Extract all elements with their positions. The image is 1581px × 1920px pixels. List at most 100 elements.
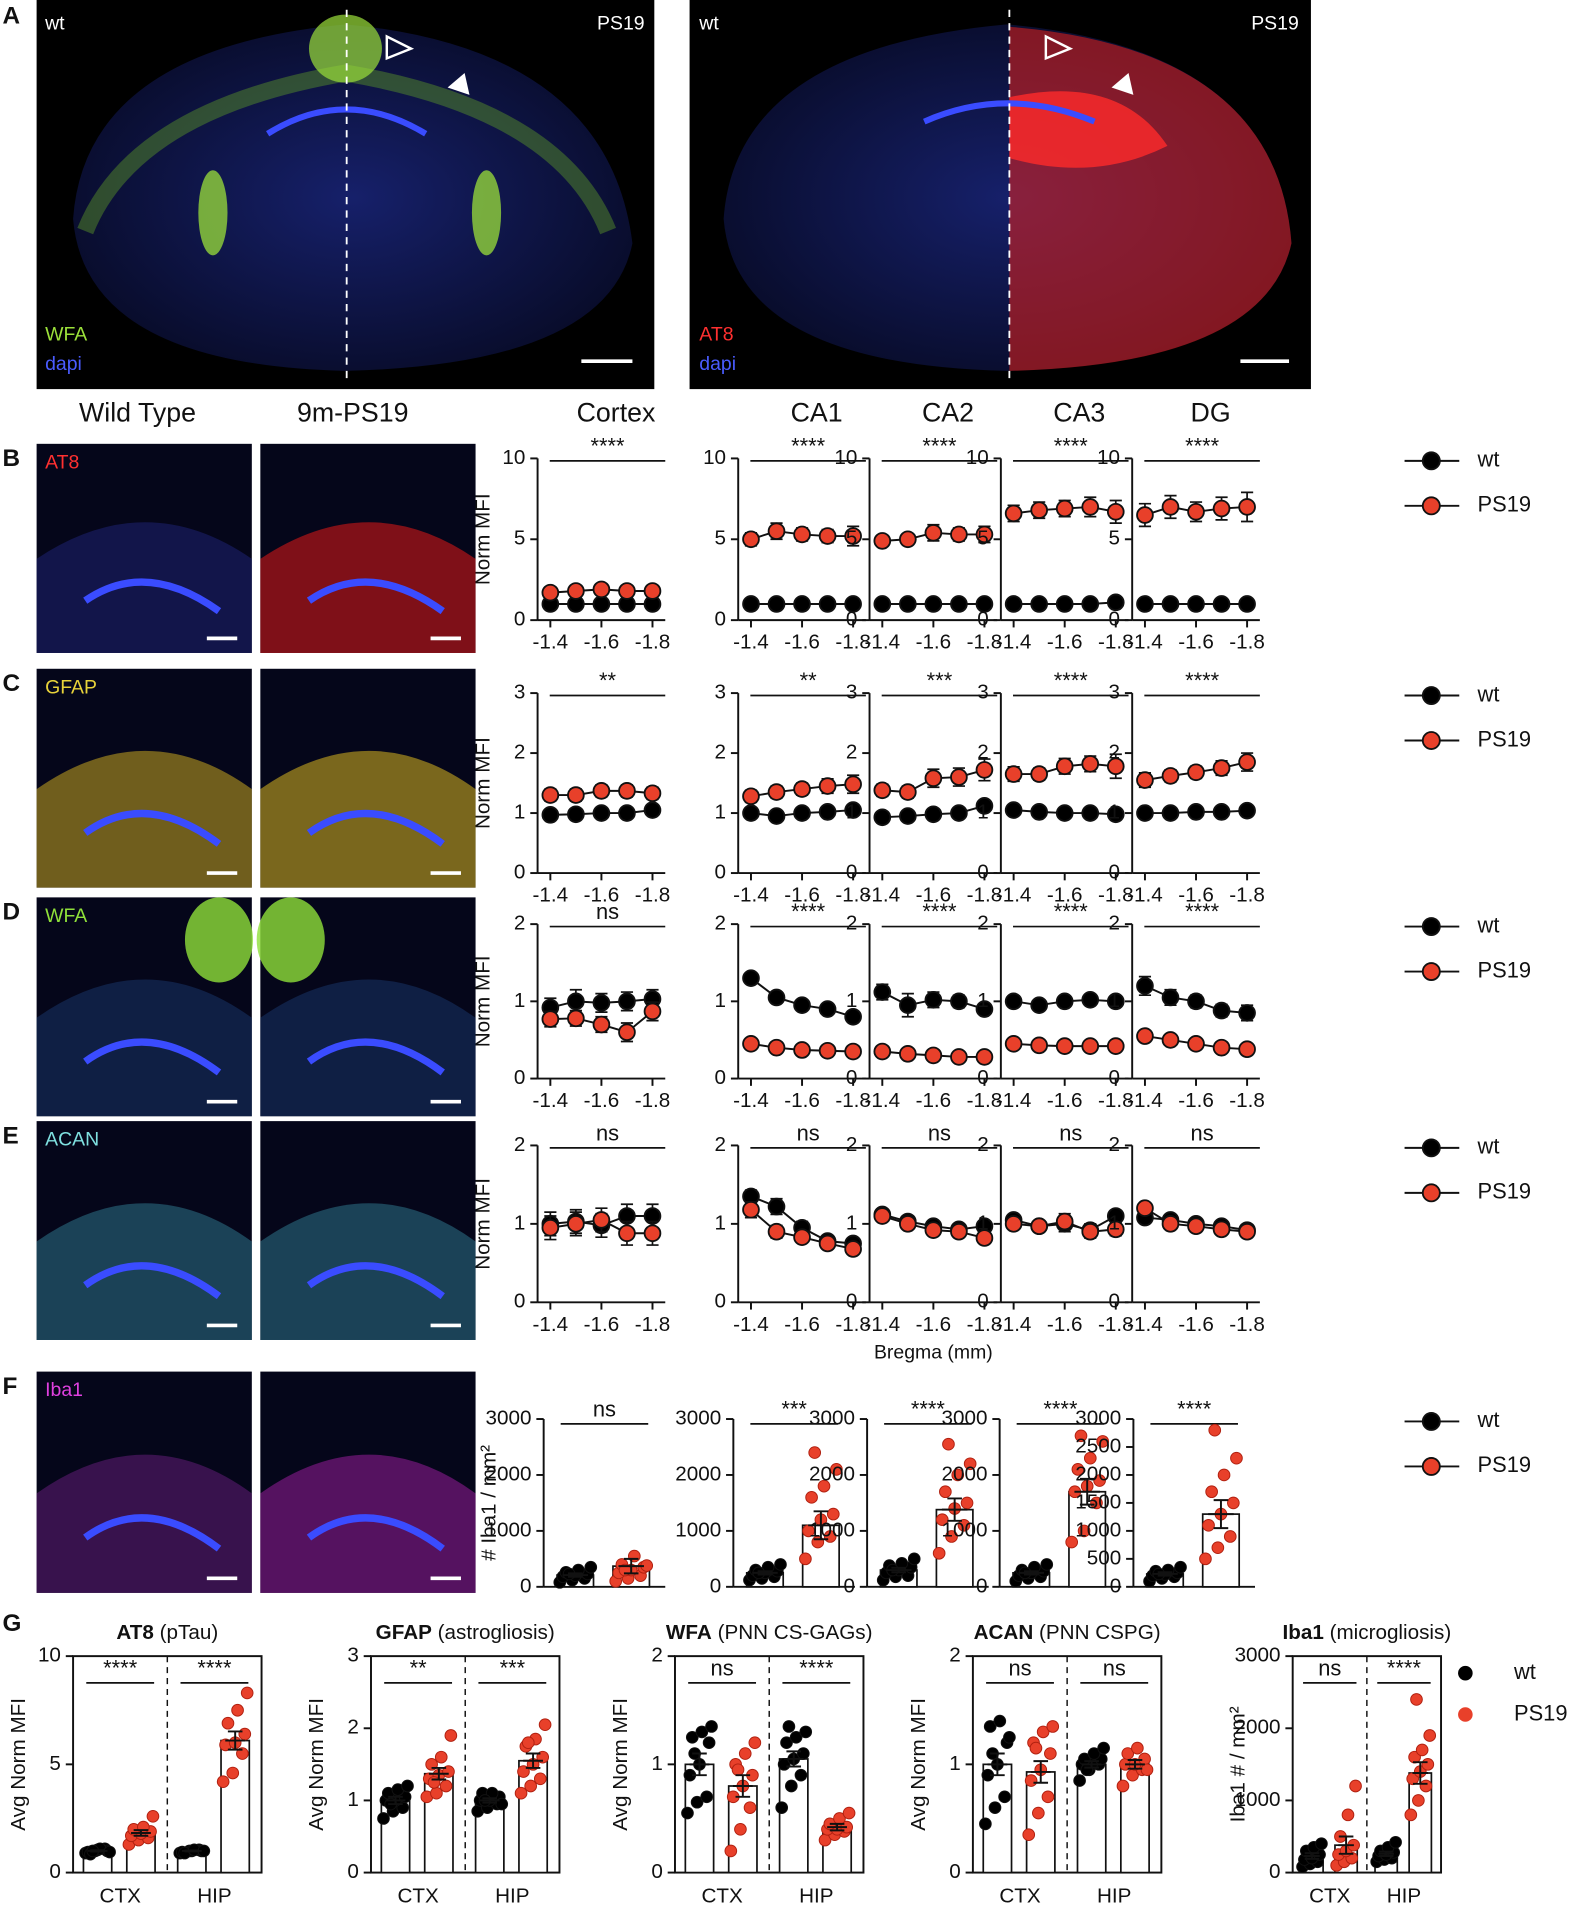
data-point <box>924 805 943 824</box>
data-point <box>1106 805 1125 824</box>
panel-label: F <box>3 1373 18 1400</box>
x-tick-label: CTX <box>1309 1884 1351 1907</box>
significance-label: **** <box>791 899 826 924</box>
stain-label: WFA <box>45 905 87 927</box>
y-tick-label: 3000 <box>675 1406 721 1429</box>
legend-label: PS19 <box>1478 1452 1532 1477</box>
data-point <box>950 992 968 1011</box>
data-point <box>1024 1774 1038 1787</box>
data-point <box>1223 1530 1237 1543</box>
y-axis-title: Avg Norm MFI <box>907 1698 930 1831</box>
error-bar <box>732 1774 753 1798</box>
x-tick-label: -1.4 <box>996 1313 1032 1336</box>
chart-title: AT8 (pTau) <box>116 1622 218 1645</box>
data-point <box>1404 1808 1418 1822</box>
x-tick-label: HIP <box>799 1884 833 1907</box>
legend-marker <box>1421 1412 1441 1431</box>
x-tick-label: CTX <box>397 1884 439 1907</box>
genotype-label: wt <box>44 12 65 34</box>
x-axis-title: Bregma (mm) <box>874 1342 993 1364</box>
significance-label: *** <box>927 668 953 693</box>
data-point <box>789 1730 803 1744</box>
y-tick-label: 0 <box>846 861 858 884</box>
data-point <box>924 1046 943 1065</box>
error-bar <box>1378 1850 1394 1857</box>
chart-title-note: (PNN CSPG) <box>1039 1622 1161 1645</box>
y-tick-label: 0 <box>1109 1290 1121 1313</box>
x-tick-label: CTX <box>701 1884 743 1907</box>
data-point <box>567 805 585 824</box>
x-tick-label: HIP <box>1387 1884 1421 1907</box>
error-bar <box>987 1752 1008 1777</box>
bar <box>220 1739 251 1874</box>
y-tick-label: 0 <box>843 1574 855 1597</box>
data-point <box>742 1034 760 1053</box>
x-tick-label: -1.4 <box>1127 884 1163 907</box>
x-tick-label: -1.6 <box>1047 1089 1083 1112</box>
data-point <box>797 1747 810 1760</box>
data-point <box>983 1720 997 1733</box>
data-point <box>742 595 760 613</box>
data-point <box>231 1703 244 1717</box>
legend-marker <box>1421 451 1441 471</box>
stain-pattern <box>83 1038 222 1076</box>
stain-pattern <box>36 1454 252 1593</box>
x-tick-label: -1.8 <box>635 1313 671 1336</box>
error-bar <box>1304 1852 1320 1860</box>
y-tick-label: 5 <box>846 527 858 550</box>
stain-pattern <box>83 1514 222 1552</box>
data-point <box>1161 804 1180 822</box>
data-point <box>1004 992 1023 1011</box>
data-point <box>950 768 968 786</box>
data-point <box>1161 767 1180 785</box>
y-tick-label: 0 <box>976 1574 988 1597</box>
data-point <box>742 969 760 987</box>
data-point <box>592 1015 611 1034</box>
data-point <box>1106 502 1125 521</box>
data-point <box>1230 1451 1243 1465</box>
data-point <box>1212 803 1231 821</box>
y-tick-label: 5 <box>49 1752 60 1775</box>
data-point <box>1044 1747 1057 1760</box>
data-point <box>818 527 837 545</box>
data-point <box>702 1736 716 1750</box>
stain-pattern <box>260 750 476 888</box>
data-point <box>618 804 636 822</box>
data-point <box>1093 1474 1106 1487</box>
significance-label: ns <box>1008 1655 1031 1680</box>
data-point <box>873 781 892 800</box>
data-point <box>1421 1758 1435 1771</box>
data-point <box>567 992 585 1011</box>
legend-label: PS19 <box>1478 492 1532 517</box>
data-point <box>1212 595 1231 613</box>
y-tick-label: 10 <box>966 446 989 469</box>
y-tick-label: 10 <box>1097 446 1120 469</box>
data-point <box>793 1041 811 1059</box>
y-tick-label: 2 <box>977 912 989 935</box>
data-point <box>748 1736 762 1750</box>
data-point <box>238 1727 252 1741</box>
y-tick-label: 0 <box>977 608 989 631</box>
y-tick-label: 1000 <box>1235 1788 1281 1811</box>
error-bar <box>618 1557 644 1575</box>
significance-label: **** <box>1043 1396 1078 1421</box>
data-point <box>873 983 892 1001</box>
data-point <box>742 804 760 822</box>
chart-title: WFA (PNN CS-GAGs) <box>666 1622 873 1645</box>
data-point <box>873 595 892 613</box>
data-point <box>1161 595 1180 613</box>
x-tick-label: -1.4 <box>865 631 901 654</box>
data-point <box>899 1215 917 1233</box>
stain-label: dapi <box>45 353 82 375</box>
legend-label: PS19 <box>1478 726 1532 751</box>
x-tick-label: -1.4 <box>533 1089 569 1112</box>
y-axis-title: Iba1 # / mm² <box>1227 1706 1250 1822</box>
data-point <box>538 1718 552 1731</box>
y-tick-label: 1 <box>1109 801 1121 824</box>
data-point <box>844 527 862 545</box>
data-point <box>742 787 760 806</box>
y-tick-label: 0 <box>977 1066 989 1089</box>
data-point <box>592 782 611 800</box>
data-point <box>844 1240 862 1258</box>
data-point <box>584 1560 598 1574</box>
